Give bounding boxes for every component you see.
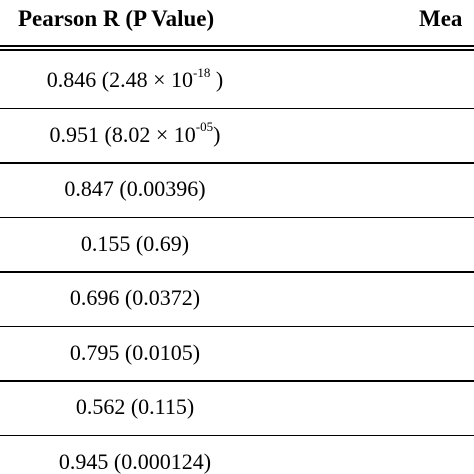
row-divider	[0, 434, 474, 436]
header-divider	[0, 45, 474, 47]
r-value: 0.155	[80, 230, 131, 256]
row-divider	[0, 325, 474, 327]
row-divider	[0, 380, 474, 382]
r-value: 0.696	[69, 285, 120, 310]
p-value: 0.0105	[132, 339, 193, 365]
pearson-r-cell: 0.696 (0.0372)	[69, 285, 201, 310]
table-row: 0.562 (0.115)	[0, 380, 474, 435]
header-divider-double	[0, 49, 474, 51]
table-row: 0.945 (0.000124)	[0, 435, 474, 474]
r-value: 0.945	[58, 448, 109, 474]
r-value: 0.847	[64, 176, 114, 201]
p-value-exponent: -05	[195, 119, 214, 135]
p-value: 0.00396	[126, 176, 199, 201]
p-value: 0.69	[143, 230, 182, 256]
pearson-r-cell: 0.951 (8.02 × 10-05)	[49, 119, 221, 147]
pearson-r-cell: 0.562 (0.115)	[75, 394, 195, 419]
header-pearson-r: Pearson R (P Value)	[18, 6, 215, 31]
table-row: 0.155 (0.69)	[0, 217, 474, 272]
r-value: 0.795	[69, 339, 120, 365]
header-mean: Mea	[419, 6, 463, 31]
table-row: 0.951 (8.02 × 10-05)	[0, 108, 474, 163]
pearson-r-cell: 0.795 (0.0105)	[69, 339, 201, 365]
r-value: 0.562	[75, 394, 126, 419]
pearson-r-cell: 0.847 (0.00396)	[64, 176, 206, 201]
p-value-close: )	[213, 121, 221, 147]
row-divider	[0, 162, 474, 164]
p-value-base: 2.48 × 10	[109, 67, 194, 92]
table-header: Pearson R (P Value) Mea	[0, 0, 474, 44]
p-value: 0.0372	[132, 285, 193, 310]
r-value: 0.951	[49, 121, 100, 147]
row-divider	[0, 107, 474, 109]
table-row: 0.846 (2.48 × 10-18 )	[0, 53, 474, 108]
r-value: 0.846	[46, 67, 97, 92]
table-row: 0.847 (0.00396)	[0, 162, 474, 217]
pearson-r-cell: 0.945 (0.000124)	[58, 448, 212, 474]
p-value-base: 8.02 × 10	[111, 121, 196, 147]
table-row: 0.696 (0.0372)	[0, 271, 474, 326]
row-divider	[0, 216, 474, 218]
p-value-close: )	[210, 67, 224, 92]
pearson-r-cell: 0.155 (0.69)	[80, 230, 190, 256]
pearson-r-cell: 0.846 (2.48 × 10-18 )	[46, 64, 224, 92]
table-row: 0.795 (0.0105)	[0, 326, 474, 381]
p-value: 0.115	[138, 394, 187, 419]
row-divider	[0, 271, 474, 273]
p-value: 0.000124	[121, 448, 204, 474]
p-value-exponent: -18	[193, 64, 211, 80]
